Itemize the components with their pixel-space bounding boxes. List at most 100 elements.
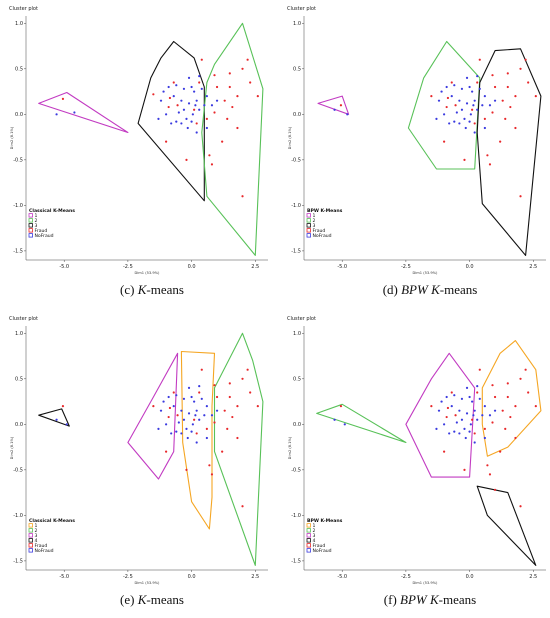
nofraud-point (203, 104, 206, 107)
x-axis-label: Dim1 (53.9%) (135, 271, 161, 275)
fraud-point (193, 108, 196, 111)
nofraud-point (465, 102, 469, 105)
nofraud-point (198, 74, 201, 78)
y-tick-label: 1.0 (15, 21, 23, 27)
nofraud-point (463, 117, 466, 120)
nofraud-point (333, 108, 336, 111)
legend-swatch (306, 218, 311, 223)
nofraud-point (473, 131, 476, 134)
fraud-point (226, 427, 229, 430)
y-tick-label: -0.5 (13, 468, 23, 474)
fraud-point (486, 464, 489, 467)
nofraud-point (210, 414, 214, 417)
fraud-point (430, 405, 433, 408)
fraud-point (249, 391, 252, 394)
fraud-point (205, 427, 208, 430)
caption-method: BPW K (400, 592, 440, 607)
nofraud-point (170, 432, 173, 435)
nofraud-point (170, 122, 173, 125)
nofraud-point (346, 113, 349, 116)
fraud-point (501, 99, 504, 102)
x-tick-label: 0.0 (466, 574, 474, 580)
nofraud-point (437, 409, 441, 412)
nofraud-point (210, 104, 214, 107)
fraud-point (246, 368, 249, 371)
plot-title: Cluster plot (287, 316, 316, 322)
nofraud-point (458, 432, 461, 435)
caption-method: BPW K (401, 282, 441, 297)
nofraud-point (205, 436, 208, 440)
nofraud-point (468, 120, 471, 123)
legend-swatch (306, 213, 311, 218)
fraud-point (176, 104, 179, 107)
caption-suffix: -means (146, 282, 184, 297)
nofraud-point (483, 126, 486, 130)
legend-item-label: NoFraud (313, 233, 332, 239)
legend-item-label: 1 (35, 523, 38, 529)
fraud-point (519, 195, 522, 198)
nofraud-point (453, 430, 456, 433)
fraud-point (488, 163, 492, 166)
legend-swatch (28, 233, 33, 238)
nofraud-point (460, 418, 464, 421)
nofraud-point (200, 87, 203, 90)
fraud-point (491, 421, 494, 424)
legend-item-label: 1 (35, 213, 38, 219)
nofraud-point (194, 104, 197, 107)
panel-caption: (f) BPW K-means (384, 592, 476, 607)
x-tick-label: 2.5 (251, 264, 259, 270)
fraud-point (215, 85, 219, 89)
legend-item-label: NoFraud (35, 233, 54, 239)
nofraud-point (455, 421, 458, 424)
nofraud-point (182, 397, 186, 400)
fraud-point (213, 384, 216, 387)
plot-title: Cluster plot (9, 6, 38, 12)
nofraud-point (468, 85, 471, 89)
nofraud-point (172, 95, 175, 98)
fraud-point (446, 96, 450, 100)
caption-method: K (137, 282, 148, 297)
y-tick-label: 0.0 (15, 422, 23, 428)
y-axis-label: Dim2 (8.1%) (10, 126, 14, 149)
fraud-point (168, 96, 172, 100)
fraud-point (339, 405, 343, 408)
nofraud-point (203, 414, 206, 417)
legend-swatch (306, 223, 311, 228)
fraud-point (488, 473, 492, 476)
fraud-point (152, 93, 155, 96)
nofraud-point (460, 108, 464, 111)
cluster-hull (317, 95, 350, 115)
fraud-point (200, 58, 203, 61)
caption-label: (f) (384, 592, 400, 607)
fraud-point (519, 377, 522, 380)
nofraud-point (445, 395, 448, 399)
legend-swatch (28, 533, 33, 538)
cluster-hull (476, 48, 542, 256)
nofraud-point (177, 111, 180, 114)
nofraud-point (333, 418, 336, 421)
legend-swatch (28, 228, 33, 233)
x-tick-label: 0.0 (466, 264, 474, 270)
nofraud-point (55, 418, 58, 421)
fraud-point (527, 391, 530, 394)
fraud-point (165, 140, 168, 143)
nofraud-point (215, 99, 219, 102)
nofraud-point (182, 418, 186, 421)
legend-item-label: 3 (313, 223, 316, 229)
nofraud-point (471, 90, 474, 93)
fraud-point (221, 140, 224, 143)
fraud-point (256, 405, 259, 408)
nofraud-point (435, 427, 438, 430)
nofraud-point (453, 84, 456, 87)
x-tick-label: -5.0 (59, 264, 69, 270)
nofraud-point (182, 87, 186, 90)
nofraud-point (465, 76, 469, 80)
y-axis-label: Dim2 (8.1%) (288, 126, 292, 149)
fraud-point (231, 105, 234, 109)
fraud-point (506, 72, 509, 75)
x-tick-label: -5.0 (337, 574, 347, 580)
fraud-point (256, 95, 259, 98)
nofraud-point (460, 87, 464, 90)
nofraud-point (175, 394, 178, 397)
nofraud-point (465, 386, 469, 390)
